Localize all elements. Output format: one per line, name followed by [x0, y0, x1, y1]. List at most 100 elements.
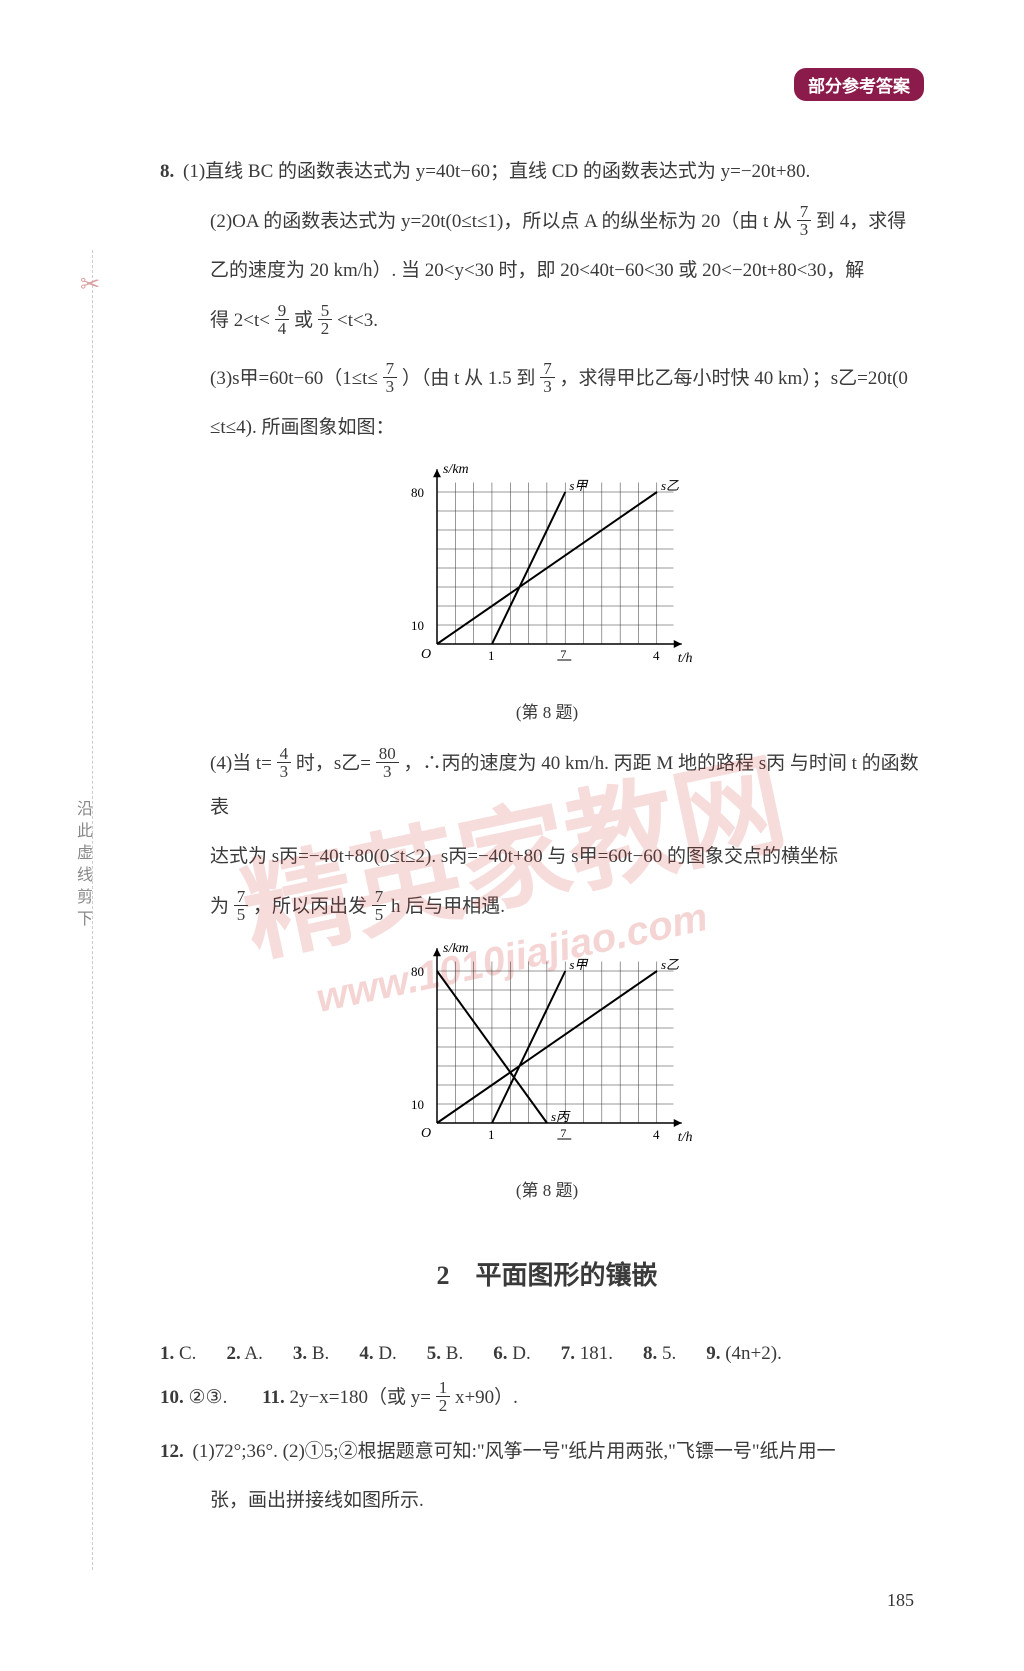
q8-p2b: 到 4，求得	[816, 211, 906, 232]
svg-text:7: 7	[560, 647, 566, 661]
q12-line2: 张，画出拼接线如图所示.	[160, 1479, 934, 1523]
answer-item: 7. 181.	[561, 1332, 613, 1376]
q8-p4d: 达式为 s丙=−40t+80(0≤t≤2). s丙=−40t+80 与 s甲=6…	[210, 846, 838, 867]
frac-7-5a: 75	[234, 888, 249, 923]
q8-p3a: (3)s甲=60t−60（1≤t≤	[210, 368, 378, 389]
svg-text:4: 4	[653, 1127, 660, 1142]
q12-a: (1)72°;36°. (2)①5;②根据题意可知:"风筝一号"纸片用两张,"飞…	[193, 1441, 836, 1462]
answers-row: 1. C. 2. A. 3. B. 4. D. 5. B. 6. D. 7. 181. 8. …	[160, 1332, 934, 1376]
svg-text:10: 10	[411, 618, 424, 633]
answer-num: 1.	[160, 1343, 174, 1364]
svg-text:1: 1	[488, 1127, 495, 1142]
content: 8. (1)直线 BC 的函数表达式为 y=40t−60；直线 CD 的函数表达…	[160, 150, 934, 1523]
q8-p2-line3: 得 2<t< 94 或 52 <t<3.	[160, 299, 934, 343]
q8-p4f: ，所以丙出发	[253, 896, 367, 917]
cut-label: 沿此虚线剪下	[70, 800, 94, 932]
chart1: s/kmt/hO10801734s甲s乙	[392, 464, 702, 664]
q8-p3d: ≤t≤4). 所画图象如图：	[210, 417, 394, 438]
answer-val: (4n+2).	[720, 1343, 781, 1364]
svg-text:3: 3	[560, 661, 566, 664]
frac-7-3c: 73	[540, 360, 555, 395]
answer-num: 6.	[493, 1343, 507, 1364]
ans10-num: 10.	[160, 1387, 184, 1408]
svg-text:3: 3	[560, 1140, 566, 1143]
chart1-wrap: s/kmt/hO10801734s甲s乙 (第 8 题)	[160, 464, 934, 732]
frac-80-3: 803	[376, 745, 399, 780]
chart2-caption: (第 8 题)	[160, 1171, 934, 1210]
svg-text:O: O	[421, 1126, 431, 1141]
svg-text:t/h: t/h	[678, 651, 693, 664]
svg-text:s/km: s/km	[443, 464, 469, 477]
answer-val: D.	[374, 1343, 397, 1364]
frac-7-3b: 73	[383, 360, 398, 395]
frac-7-3a: 73	[797, 203, 812, 238]
chart2: s/kmt/hO10801734s甲s乙s丙	[392, 943, 702, 1143]
ans11-vala: 2y−x=180（或 y=	[290, 1387, 431, 1408]
svg-text:s乙: s乙	[661, 478, 679, 493]
q8-p4-line2: 达式为 s丙=−40t+80(0≤t≤2). s丙=−40t+80 与 s甲=6…	[160, 835, 934, 879]
q8-p4-line3: 为 75 ，所以丙出发 75 h 后与甲相遇.	[160, 885, 934, 929]
q8-p3b: ）（由 t 从 1.5 到	[402, 368, 536, 389]
svg-text:s乙: s乙	[661, 957, 679, 972]
answer-num: 8.	[643, 1343, 657, 1364]
svg-text:s甲: s甲	[569, 957, 588, 972]
svg-text:O: O	[421, 647, 431, 662]
chart1-svg: s/kmt/hO10801734s甲s乙	[392, 464, 702, 664]
q8-p2c: 乙的速度为 20 km/h）. 当 20<y<30 时，即 20<40t−60<…	[210, 260, 864, 281]
q8-p2a: (2)OA 的函数表达式为 y=20t(0≤t≤1)，所以点 A 的纵坐标为 2…	[210, 211, 792, 232]
svg-text:80: 80	[411, 964, 424, 979]
frac-4-3: 43	[277, 745, 292, 780]
ans11-valb: x+90）.	[455, 1387, 518, 1408]
ans11-num: 11.	[262, 1387, 285, 1408]
q8-p4e: 为	[210, 896, 229, 917]
answer-item: 8. 5.	[643, 1332, 676, 1376]
svg-text:s甲: s甲	[569, 478, 588, 493]
answer-val: C.	[174, 1343, 196, 1364]
answer-item: 4. D.	[359, 1332, 396, 1376]
q12-line1: 12. (1)72°;36°. (2)①5;②根据题意可知:"风筝一号"纸片用两…	[160, 1430, 934, 1474]
answer-item: 5. B.	[427, 1332, 463, 1376]
q8-p1: 8. (1)直线 BC 的函数表达式为 y=40t−60；直线 CD 的函数表达…	[160, 150, 934, 194]
q8-p2-line2: 乙的速度为 20 km/h）. 当 20<y<30 时，即 20<40t−60<…	[160, 249, 934, 293]
q12-b: 张，画出拼接线如图所示.	[210, 1490, 424, 1511]
q8-p2f: <t<3.	[337, 310, 378, 331]
answer-num: 9.	[706, 1343, 720, 1364]
q8-p3-line2: ≤t≤4). 所画图象如图：	[160, 406, 934, 450]
answer-item: 9. (4n+2).	[706, 1332, 782, 1376]
chart2-wrap: s/kmt/hO10801734s甲s乙s丙 (第 8 题)	[160, 943, 934, 1211]
answer-num: 2.	[226, 1343, 240, 1364]
svg-text:s丙: s丙	[551, 1109, 571, 1124]
q8-p3-line1: (3)s甲=60t−60（1≤t≤ 73 ）（由 t 从 1.5 到 73 ，求…	[160, 357, 934, 401]
q8-p4-line1: (4)当 t= 43 时，s乙= 803 ，∴丙的速度为 40 km/h. 丙距…	[160, 742, 934, 829]
ans10-val: ②③.	[189, 1387, 228, 1408]
answer-val: D.	[507, 1343, 530, 1364]
answer-num: 4.	[359, 1343, 373, 1364]
svg-text:7: 7	[560, 1126, 566, 1140]
svg-text:t/h: t/h	[678, 1130, 693, 1143]
scissors-icon: ✂	[80, 270, 100, 299]
answer-item: 1. C.	[160, 1332, 196, 1376]
q8-p4a: (4)当 t=	[210, 753, 272, 774]
q8-p3c: ，求得甲比乙每小时快 40 km）；s乙=20t(0	[559, 368, 908, 389]
answer-val: 5.	[657, 1343, 676, 1364]
svg-text:80: 80	[411, 485, 424, 500]
page-number: 185	[887, 1590, 914, 1611]
q8-p1-text: (1)直线 BC 的函数表达式为 y=40t−60；直线 CD 的函数表达式为 …	[183, 161, 810, 182]
chart1-caption: (第 8 题)	[160, 693, 934, 732]
answer-item: 6. D.	[493, 1332, 530, 1376]
answer-item: 3. B.	[293, 1332, 329, 1376]
section2-title: 2 平面图形的镶嵌	[160, 1246, 934, 1306]
q8-p2e: 或	[294, 310, 313, 331]
svg-text:1: 1	[488, 648, 495, 663]
answer-val: 181.	[575, 1343, 613, 1364]
q8-p2d: 得 2<t<	[210, 310, 270, 331]
answer-item: 2. A.	[226, 1332, 262, 1376]
answer-num: 5.	[427, 1343, 441, 1364]
frac-1-2: 12	[436, 1379, 451, 1414]
q8-number: 8.	[160, 161, 174, 182]
answer-num: 3.	[293, 1343, 307, 1364]
frac-9-4: 94	[275, 302, 290, 337]
svg-text:s/km: s/km	[443, 943, 469, 956]
header-badge: 部分参考答案	[794, 68, 924, 101]
answer-val: A.	[241, 1343, 263, 1364]
